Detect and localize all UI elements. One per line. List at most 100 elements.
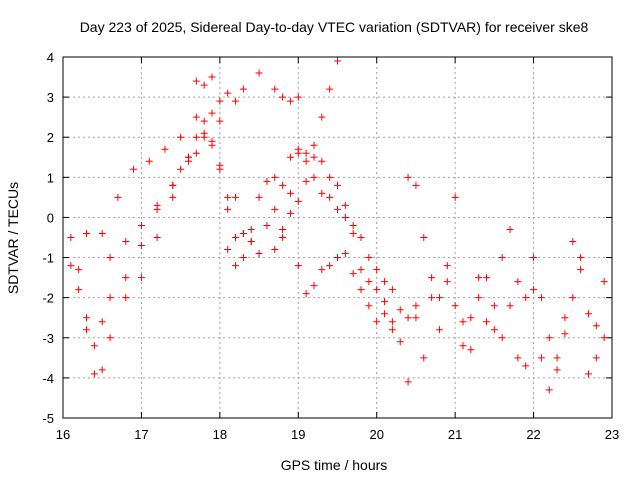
data-point — [302, 177, 310, 185]
data-point — [451, 193, 459, 201]
data-point — [428, 294, 436, 302]
data-point — [137, 274, 145, 282]
data-point — [83, 314, 91, 322]
data-point — [514, 278, 522, 286]
data-point — [365, 278, 373, 286]
data-point — [412, 302, 420, 310]
data-point — [239, 85, 247, 93]
data-point — [577, 266, 585, 274]
data-point — [483, 318, 491, 326]
data-point — [357, 234, 365, 241]
data-point — [161, 145, 169, 153]
data-point — [137, 242, 145, 250]
data-point — [420, 354, 428, 362]
data-point — [475, 274, 483, 282]
data-point — [334, 205, 341, 213]
data-point — [67, 234, 75, 241]
data-point — [208, 73, 216, 81]
x-tick-label: 23 — [605, 427, 619, 442]
data-point — [600, 278, 608, 286]
data-point — [326, 262, 334, 270]
x-tick-label: 20 — [369, 427, 383, 442]
data-point — [286, 189, 294, 197]
data-point — [522, 362, 530, 370]
data-point — [561, 330, 569, 338]
data-point — [208, 137, 216, 145]
data-point — [365, 254, 373, 262]
data-point — [404, 314, 412, 322]
data-point — [169, 193, 177, 201]
data-point — [145, 157, 153, 165]
data-point — [545, 386, 553, 394]
data-point — [310, 141, 318, 149]
data-point — [326, 173, 334, 181]
series-arc-b — [67, 109, 224, 378]
y-axis-label: SDTVAR / TECUs — [5, 182, 21, 294]
data-point — [294, 197, 302, 205]
series-arc-i — [404, 173, 608, 394]
data-point — [130, 165, 138, 173]
data-point — [334, 57, 341, 65]
data-point — [537, 294, 545, 302]
data-point — [208, 109, 216, 117]
data-point — [318, 157, 326, 165]
series-arc-f — [232, 149, 404, 314]
data-point — [412, 181, 420, 189]
data-point — [443, 278, 451, 286]
data-point — [286, 209, 294, 217]
data-point — [114, 193, 122, 201]
data-point — [169, 181, 177, 189]
data-point — [224, 89, 232, 97]
x-axis-label: GPS time / hours — [281, 457, 388, 473]
data-point — [404, 173, 412, 181]
data-point — [553, 366, 561, 374]
y-tick-label: 0 — [47, 210, 54, 225]
data-point — [294, 93, 302, 101]
y-tick-label: 2 — [47, 130, 54, 145]
data-point — [318, 266, 326, 274]
data-point — [271, 85, 279, 93]
data-point — [365, 302, 373, 310]
data-point — [106, 334, 114, 342]
data-point — [232, 234, 240, 241]
data-points — [67, 57, 608, 394]
data-point — [67, 262, 75, 270]
data-point — [381, 278, 389, 286]
data-point — [232, 262, 240, 270]
data-point — [75, 266, 83, 274]
data-point — [75, 286, 83, 294]
data-point — [200, 129, 208, 137]
data-point — [490, 302, 498, 310]
data-point — [349, 270, 357, 278]
series-arc-a — [67, 69, 302, 241]
data-point — [106, 294, 114, 302]
data-point — [490, 326, 498, 334]
data-point — [247, 238, 255, 246]
x-tick-label: 16 — [56, 427, 70, 442]
series-arc-c — [75, 133, 232, 350]
data-point — [522, 294, 530, 302]
data-point — [435, 294, 443, 302]
x-tick-label: 17 — [134, 427, 148, 442]
x-tick-label: 18 — [213, 427, 227, 442]
data-point — [537, 354, 545, 362]
data-point — [263, 221, 271, 229]
data-point — [388, 326, 396, 334]
data-point — [584, 310, 592, 318]
data-point — [83, 229, 91, 237]
data-point — [318, 113, 326, 121]
data-point — [443, 262, 451, 270]
data-point — [326, 193, 334, 201]
data-point — [381, 298, 389, 306]
data-point — [388, 318, 396, 326]
data-point — [216, 97, 224, 105]
data-point — [349, 229, 357, 237]
data-point — [373, 266, 381, 274]
data-point — [200, 81, 208, 89]
data-point — [310, 282, 318, 290]
data-point — [279, 234, 287, 241]
data-point — [577, 254, 585, 262]
data-point — [600, 334, 608, 342]
